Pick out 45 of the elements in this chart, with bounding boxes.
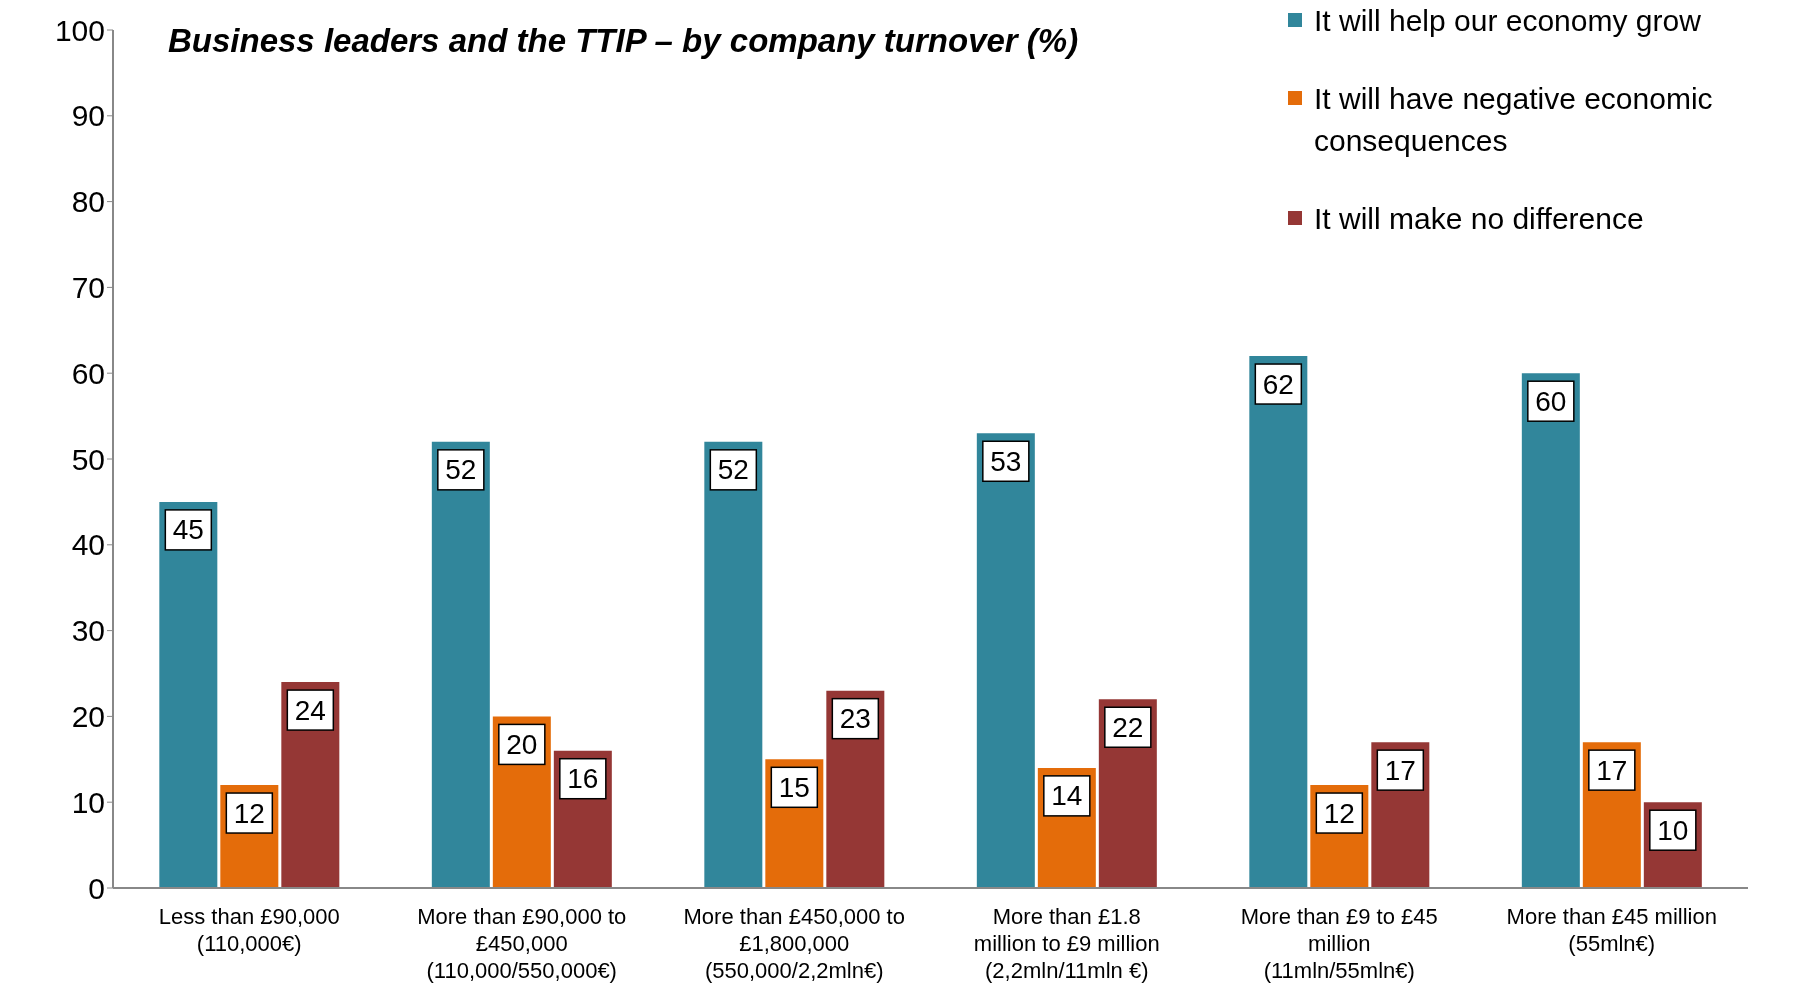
- x-tick-label: More than £90,000 to £450,000 (110,000/550,000€): [417, 904, 627, 983]
- data-label: 52: [717, 454, 749, 486]
- data-label: 10: [1657, 814, 1689, 846]
- y-tick-label: 80: [71, 185, 105, 219]
- data-label: 23: [839, 703, 871, 735]
- y-tick-label: 90: [71, 99, 105, 133]
- data-label: 12: [1323, 797, 1355, 829]
- data-label: 15: [778, 771, 810, 803]
- y-tick-label: 0: [88, 871, 105, 905]
- y-tick-label: 70: [71, 271, 105, 305]
- data-label: 22: [1112, 711, 1144, 743]
- y-tick-label: 100: [54, 13, 105, 47]
- y-tick-label: 30: [71, 614, 105, 648]
- data-label: 53: [990, 445, 1022, 477]
- x-tick-label: More than £1.8 million to £9 million (2,2mln/11mln €): [973, 904, 1160, 983]
- legend-label: It will make no difference: [1314, 201, 1644, 237]
- legend-label: It will help our economy grow: [1314, 3, 1701, 39]
- data-label: 45: [172, 514, 204, 546]
- bar: [704, 441, 763, 888]
- data-label: 16: [567, 763, 599, 795]
- data-label: 60: [1535, 385, 1567, 417]
- data-label: 52: [445, 454, 477, 486]
- legend-label: It will have negative economic consequences: [1314, 81, 1714, 159]
- y-tick-label: 40: [71, 528, 105, 562]
- y-tick-label: 60: [71, 356, 105, 390]
- data-label: 17: [1384, 754, 1416, 786]
- bar: [1249, 356, 1308, 888]
- y-tick-label: 50: [71, 442, 105, 476]
- bar: [976, 433, 1035, 888]
- data-label: 12: [233, 797, 265, 829]
- x-tick-label: Less than £90,000 (110,000€): [158, 904, 340, 956]
- y-tick-label: 10: [71, 785, 105, 819]
- x-tick-label: More than £45 million (55mln€): [1506, 904, 1717, 956]
- bar: [431, 441, 490, 888]
- x-tick-label: More than £450,000 to £1,800,000 (550,000/2,2mln€): [683, 904, 905, 983]
- data-label: 62: [1262, 368, 1294, 400]
- bar: [159, 501, 218, 888]
- bar: [1521, 373, 1580, 888]
- chart-title: Business leaders and the TTIP – by company turnover (%): [168, 22, 1079, 60]
- data-label: 14: [1051, 780, 1083, 812]
- data-label: 24: [294, 694, 326, 726]
- data-label: 17: [1596, 754, 1628, 786]
- data-label: 20: [506, 728, 538, 760]
- y-tick-label: 20: [71, 700, 105, 734]
- x-tick-label: More than £9 to £45 million (11mln/55mln€): [1240, 904, 1438, 983]
